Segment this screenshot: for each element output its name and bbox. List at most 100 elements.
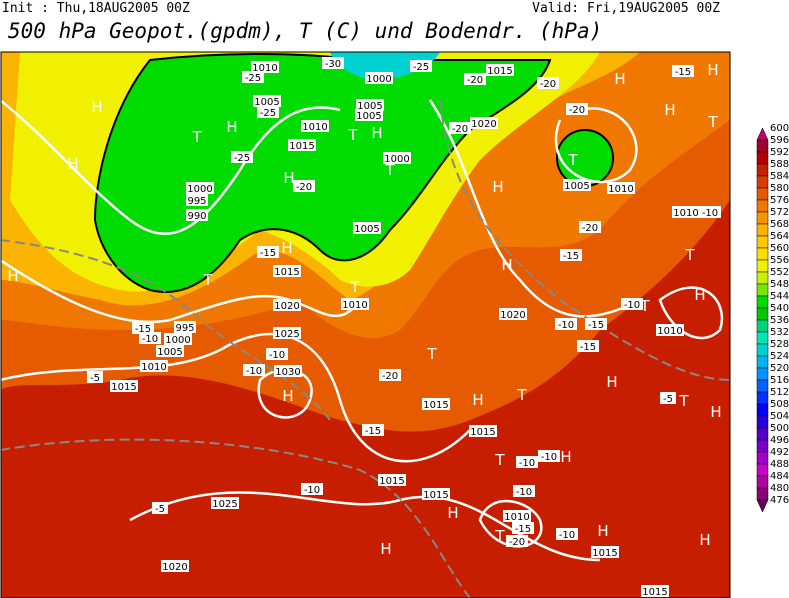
colorbar-cell: [756, 295, 769, 309]
pressure-system: T: [567, 151, 578, 169]
field-label: -5: [663, 394, 673, 405]
label-box: [506, 535, 528, 547]
pressure-system: T: [707, 113, 718, 131]
label-box: [362, 424, 384, 436]
colorbar-cell: [756, 355, 769, 369]
label-box: [379, 369, 401, 381]
pressure-system: H: [226, 118, 237, 136]
pressure-system: T: [191, 128, 202, 146]
field-label: -15: [675, 67, 691, 78]
pressure-system: H: [597, 522, 608, 540]
field-label: -20: [540, 79, 556, 90]
colorbar-label: 572: [770, 207, 789, 218]
label-box: [470, 117, 498, 129]
label-box: [273, 265, 301, 277]
colorbar-label: 476: [770, 495, 789, 506]
field-label: -20: [582, 223, 598, 234]
field-label: 1005: [356, 111, 381, 122]
field-label: 1010: [673, 208, 698, 219]
colorbar-cell: [756, 343, 769, 357]
label-box: [503, 510, 531, 522]
label-box: [556, 528, 578, 540]
field-label: 1010: [302, 122, 327, 133]
colorbar-cell: [756, 163, 769, 177]
colorbar-label: 592: [770, 147, 789, 158]
colorbar-label: 544: [770, 291, 789, 302]
field-label: 1020: [162, 562, 187, 573]
field-label: -25: [245, 73, 261, 84]
field-label: 1010: [342, 300, 367, 311]
pressure-system: H: [67, 155, 78, 173]
field-label: -15: [515, 524, 531, 535]
pressure-system: T: [494, 451, 505, 469]
colorbar-cell: [756, 271, 769, 285]
field-label: -5: [90, 373, 100, 384]
pressure-system: H: [614, 70, 625, 88]
pressure-system: T: [202, 271, 213, 289]
field-label: -20: [569, 105, 585, 116]
field-label: -10: [541, 452, 557, 463]
pressure-system: H: [91, 98, 102, 116]
field-label: -15: [588, 320, 604, 331]
label-box: [186, 209, 208, 221]
field-label: -5: [155, 504, 165, 515]
field-label: 1010: [608, 184, 633, 195]
colorbar-cell: [756, 307, 769, 321]
pressure-system: H: [710, 403, 721, 421]
label-box: [186, 194, 208, 206]
label-box: [486, 64, 514, 76]
colorbar-cell: [756, 175, 769, 189]
field-label: -30: [325, 59, 341, 70]
label-box: [231, 151, 253, 163]
pressure-system: H: [380, 540, 391, 558]
field-label: 1015: [592, 548, 617, 559]
field-label: 1015: [111, 382, 136, 393]
label-box: [422, 398, 450, 410]
colorbar-label: 532: [770, 327, 789, 338]
pressure-system: H: [283, 169, 294, 187]
map-title: 500 hPa Geopot.(gpdm), T (C) und Bodendr…: [8, 19, 602, 43]
label-box: [537, 77, 559, 89]
pressure-system: H: [501, 256, 512, 274]
pressure-system: H: [472, 391, 483, 409]
colorbar-label: 584: [770, 171, 789, 182]
label-box: [301, 483, 323, 495]
label-box: [538, 450, 560, 462]
colorbar-cell: [756, 475, 769, 489]
label-box: [656, 324, 684, 336]
field-label: 1010: [141, 362, 166, 373]
label-box: [410, 60, 432, 72]
pressure-system: T: [426, 345, 437, 363]
label-box: [378, 474, 406, 486]
colorbar-cell: [756, 451, 769, 465]
field-label: -10: [246, 366, 262, 377]
label-box: [273, 299, 301, 311]
field-label: 995: [175, 323, 194, 334]
colorbar-label: 516: [770, 375, 789, 386]
colorbar-cell: [756, 331, 769, 345]
colorbar-label: 560: [770, 243, 789, 254]
field-label: -10: [559, 530, 575, 541]
label-box: [566, 103, 588, 115]
colorbar-cell: [756, 463, 769, 477]
colorbar-label: 512: [770, 387, 789, 398]
colorbar-label: 552: [770, 267, 789, 278]
label-box: [288, 139, 316, 151]
colorbar-label: 496: [770, 435, 789, 446]
field-label: -15: [365, 426, 381, 437]
field-label: -15: [135, 324, 151, 335]
label-box: [140, 360, 168, 372]
label-box: [174, 321, 196, 333]
label-box: [152, 502, 168, 514]
label-box: [211, 497, 239, 509]
label-box: [164, 333, 192, 345]
field-label: -15: [260, 248, 276, 259]
pressure-system: T: [639, 297, 650, 315]
label-box: [464, 73, 486, 85]
label-box: [132, 322, 154, 334]
label-box: [641, 585, 669, 597]
label-box: [341, 298, 369, 310]
field-label: 1025: [212, 499, 237, 510]
field-label: 1015: [289, 141, 314, 152]
field-label: 1015: [379, 476, 404, 487]
